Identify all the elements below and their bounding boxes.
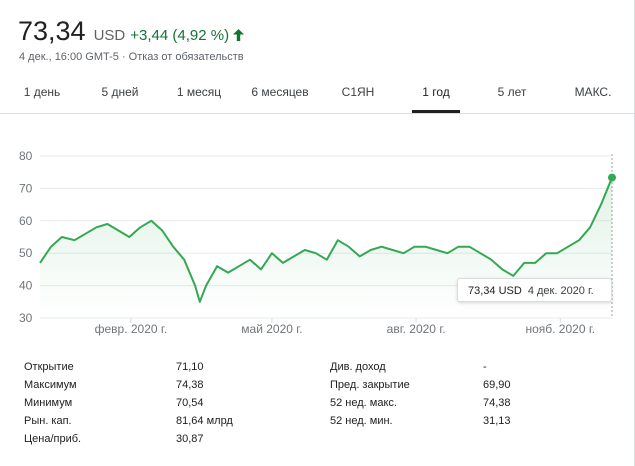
stat-label: Див. доход [330, 361, 386, 373]
arrow-up-icon [233, 29, 245, 41]
stat-value: 74,38 [483, 397, 511, 409]
tab-ytd[interactable]: С1ЯН [341, 85, 375, 99]
stat-value: 70,54 [176, 397, 204, 409]
currency-label: USD [93, 27, 126, 44]
current-price: 73,34 [18, 16, 86, 46]
series-line [39, 177, 613, 303]
stat-label: 52 нед. мин. [330, 415, 393, 427]
x-tick-label: май 2020 г. [241, 322, 302, 336]
stat-label: Пред. закрытие [330, 379, 410, 391]
tab-6-months[interactable]: 6 месяцев [251, 85, 309, 99]
price-change: +3,44 (4,92 %) [130, 27, 245, 44]
tab-max[interactable]: МАКС. [574, 85, 612, 99]
stat-value: 69,90 [483, 379, 511, 391]
stat-label: Цена/приб. [24, 433, 82, 445]
stat-label: Максимум [24, 379, 77, 391]
current-point [608, 173, 616, 182]
x-tick-label: февр. 2020 г. [95, 322, 168, 336]
stat-label: Рын. кап. [24, 415, 72, 427]
tab-5-days[interactable]: 5 дней [101, 85, 139, 99]
quote-timestamp: 4 дек., 16:00 GMT-5 · Отказ от обязатель… [19, 51, 244, 63]
stat-value: 74,38 [176, 379, 204, 391]
stat-value: - [483, 361, 487, 373]
price-chart-svg: 30 40 50 60 70 80 февр. 2020 г. май 2020 г. авг.… [19, 149, 616, 336]
x-tick-label: авг. 2020 г. [387, 322, 446, 336]
tab-1-year[interactable]: 1 год [412, 74, 460, 113]
stat-label: 52 нед. макс. [330, 397, 397, 409]
x-tick-label: нояб. 2020 г. [525, 322, 595, 336]
tooltip-date: 4 дек. 2020 г. [527, 285, 594, 297]
stat-label: Открытие [24, 361, 74, 373]
stat-value: 81,64 млрд [176, 415, 233, 427]
price-chart[interactable]: 30 40 50 60 70 80 февр. 2020 г. май 2020 г. авг.… [0, 140, 635, 340]
stat-value: 30,87 [176, 433, 204, 445]
y-tick-label: 50 [19, 246, 33, 260]
range-tabs: 1 день 5 дней 1 месяц 6 месяцев С1ЯН 1 г… [0, 74, 635, 114]
stat-value: 71,10 [176, 361, 204, 373]
tab-1-day[interactable]: 1 день [23, 85, 61, 99]
y-tick-label: 40 [19, 279, 33, 293]
y-tick-label: 60 [19, 214, 33, 228]
chart-tooltip: 73,34 USD 4 дек. 2020 г. [457, 278, 612, 302]
y-tick-label: 70 [19, 181, 33, 195]
price-change-value: +3,44 (4,92 %) [130, 27, 230, 44]
tab-5-years[interactable]: 5 лет [497, 85, 527, 99]
quote-header: 73,34 USD +3,44 (4,92 %) [18, 16, 245, 46]
tooltip-price: 73,34 USD [468, 285, 522, 297]
stat-value: 31,13 [483, 415, 511, 427]
y-tick-label: 30 [19, 311, 33, 325]
y-tick-label: 80 [19, 149, 33, 163]
stat-label: Минимум [24, 397, 73, 409]
tab-1-month[interactable]: 1 месяц [176, 85, 222, 99]
